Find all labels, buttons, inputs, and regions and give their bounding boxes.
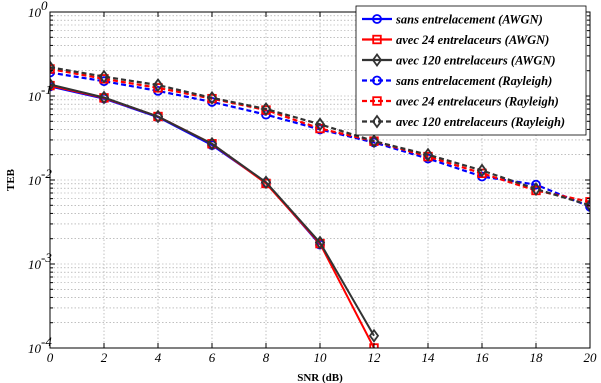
data-point [314,117,326,132]
legend-box [355,5,587,136]
x-tick-label: 14 [422,350,436,365]
data-point [584,198,590,213]
y-tick-exponent: -3 [41,250,52,265]
data-point [585,197,590,207]
y-tick-mantissa: 10 [28,89,42,104]
data-point [260,175,272,190]
legend-entry: avec 120 entrelaceurs (AWGN) [362,52,556,68]
x-tick-label: 12 [368,350,382,365]
y-tick-label: 10 -1 [28,82,52,104]
series-layer [50,60,590,348]
data-point [50,77,56,92]
x-tick-labels: 0 2 4 6 8 10 12 14 16 18 20 [47,350,597,365]
legend-marker [372,96,382,106]
series-line [50,66,590,207]
legend-entry: sans entrelacement (Rayleigh) [362,74,552,88]
y-tick-mantissa: 10 [28,173,42,188]
x-tick-label: 18 [530,350,544,365]
data-point [530,182,542,197]
data-point [260,101,272,117]
y-tick-mantissa: 10 [28,341,42,356]
x-tick-label: 0 [47,350,54,365]
data-point [98,69,110,84]
legend-marker [372,75,382,86]
y-axis-label: TEB [5,168,17,191]
data-point [422,147,434,162]
data-point [50,60,56,75]
legend-entry: sans entrelacement (AWGN) [362,13,543,27]
legend-label: avec 120 entrelaceurs (Rayleigh) [396,115,565,129]
y-tick-mantissa: 10 [28,5,42,20]
legend-entry: avec 24 entrelaceurs (Rayleigh) [362,95,559,109]
legend-label: avec 120 entrelaceurs (AWGN) [396,54,556,68]
legend-marker [372,14,382,24]
data-point [531,179,541,190]
series-line [50,83,375,337]
series-2 [50,77,380,343]
data-point [152,109,164,124]
y-tick-exponent: -2 [41,166,52,181]
legend-label: sans entrelacement (AWGN) [395,13,543,27]
y-tick-label: 10 0 [28,0,48,20]
legend-marker [372,34,382,45]
data-point [206,90,218,105]
legend-label: sans entrelacement (Rayleigh) [395,74,552,88]
y-tick-label: 10 -4 [28,334,52,356]
data-point [314,235,326,250]
data-point [206,136,218,151]
x-tick-label: 16 [476,350,490,365]
legend-marker [371,114,383,129]
series-5 [50,60,590,213]
y-tick-exponent: 0 [41,0,48,13]
y-tick-mantissa: 10 [28,257,42,272]
y-tick-exponent: -1 [41,82,52,97]
legend-entry: avec 120 entrelaceurs (Rayleigh) [362,114,565,129]
data-point [476,163,488,178]
y-tick-exponent: -4 [41,334,52,349]
legend-label: avec 24 entrelaceurs (Rayleigh) [396,95,559,109]
data-point [152,78,164,93]
x-tick-label: 8 [263,350,270,365]
data-point [368,134,380,149]
x-tick-label: 4 [155,350,162,365]
x-axis-label: SNR (dB) [297,372,343,383]
data-point [98,90,110,105]
x-tick-label: 20 [584,350,598,365]
x-tick-label: 10 [314,350,328,365]
x-tick-label: 2 [101,350,108,365]
x-tick-label: 6 [209,350,216,365]
y-tick-label: 10 -2 [28,166,52,188]
legend-marker [371,52,383,68]
y-tick-label: 10 -3 [28,250,52,272]
legend-label: avec 24 entrelaceurs (AWGN) [396,33,549,47]
legend: sans entrelacement (AWGN) avec 24 entrela… [355,5,587,136]
legend-entry: avec 24 entrelaceurs (AWGN) [362,33,549,47]
data-point [368,328,380,343]
